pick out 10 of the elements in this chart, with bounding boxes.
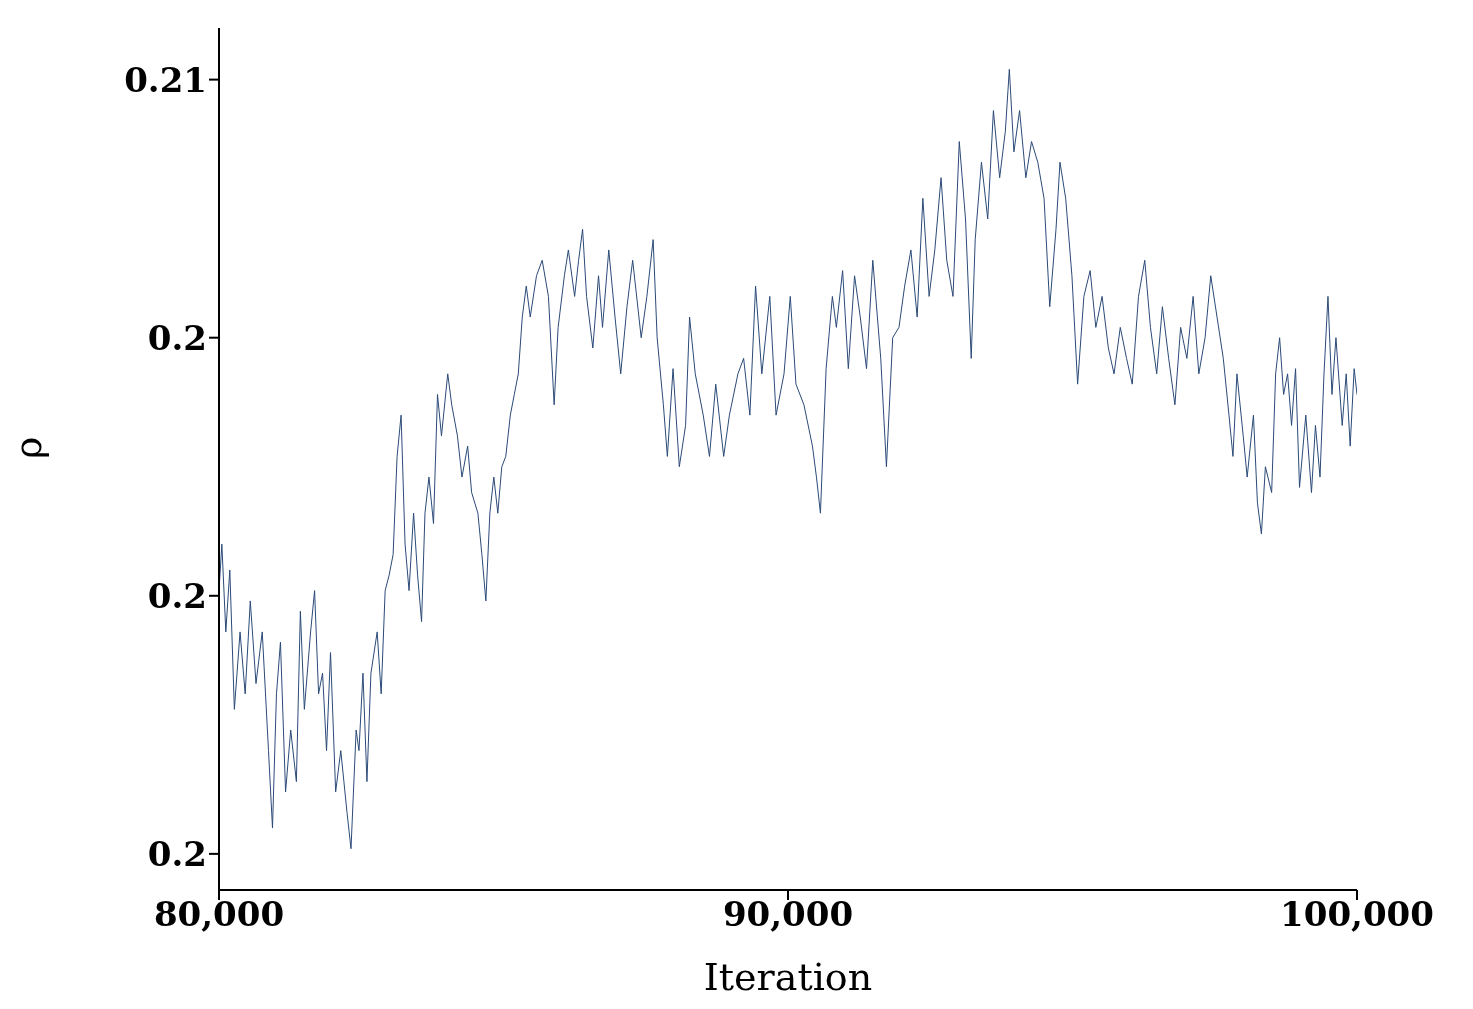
y-tick-label: 0.21	[124, 59, 207, 100]
x-axis-title: Iteration	[703, 955, 873, 999]
y-axis-title: ρ	[6, 436, 51, 459]
y-tick-label: 0.2	[147, 575, 207, 616]
y-tick-label: 0.2	[147, 833, 207, 874]
y-tick-label: 0.2	[147, 317, 207, 358]
x-tick-label: 90,000	[722, 894, 854, 935]
x-tick-label: 80,000	[153, 894, 285, 935]
line-series	[219, 68, 1357, 850]
x-tick-label: 100,000	[1280, 894, 1434, 935]
